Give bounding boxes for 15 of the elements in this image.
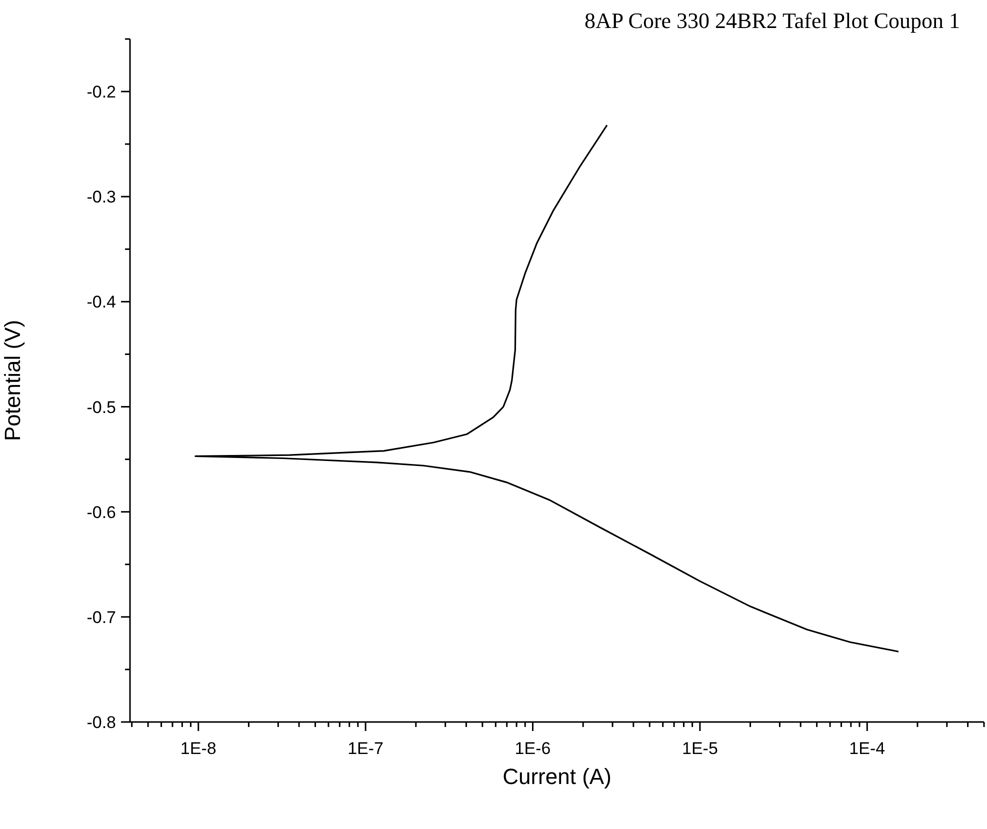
y-tick-label: -0.2 bbox=[86, 82, 116, 102]
y-tick-label: -0.5 bbox=[86, 398, 116, 417]
y-tick-label: -0.3 bbox=[86, 188, 116, 207]
x-tick-label: 1E-8 bbox=[180, 739, 216, 758]
chart-title: 8AP Core 330 24BR2 Tafel Plot Coupon 1 bbox=[584, 8, 960, 34]
y-axis-title: Potential (V) bbox=[0, 320, 25, 442]
y-tick-label: -0.8 bbox=[86, 713, 116, 732]
x-axis-title: Current (A) bbox=[502, 764, 612, 789]
x-tick-label: 1E-7 bbox=[348, 739, 384, 758]
y-tick-label: -0.7 bbox=[86, 608, 116, 627]
x-tick-label: 1E-5 bbox=[682, 739, 718, 758]
x-tick-label: 1E-6 bbox=[514, 739, 551, 758]
x-tick-label: 1E-4 bbox=[849, 739, 886, 758]
y-tick-label: -0.4 bbox=[86, 292, 116, 312]
y-tick-label: -0.6 bbox=[86, 502, 116, 522]
